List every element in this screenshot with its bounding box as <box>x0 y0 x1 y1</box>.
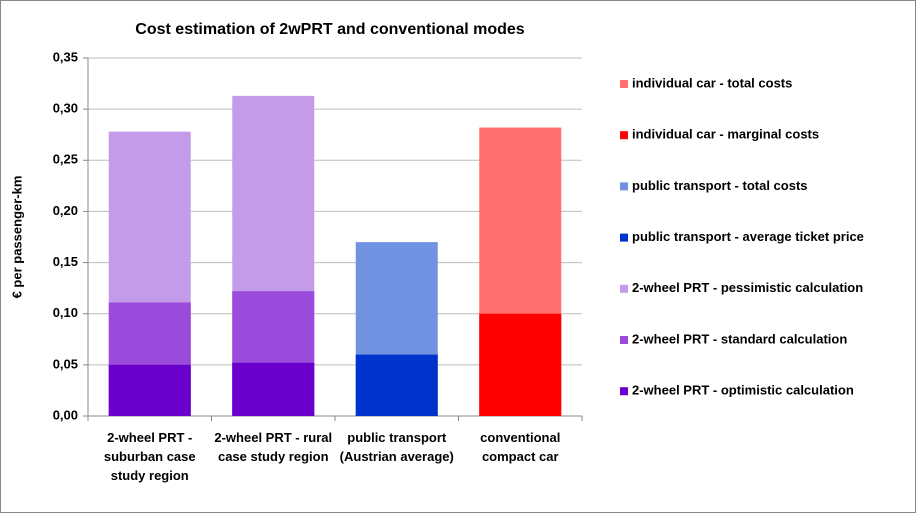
x-tick-label: public transport (Austrian average) <box>339 430 454 464</box>
legend-label: public transport - total costs <box>632 178 808 193</box>
y-tick-label: 0,10 <box>53 305 78 320</box>
chart-title: Cost estimation of 2wPRT and conventiona… <box>135 21 524 38</box>
legend-swatch <box>620 284 628 293</box>
legend-swatch <box>620 336 628 344</box>
legend-label: 2-wheel PRT - optimistic calculation <box>632 383 854 398</box>
legend-label: 2-wheel PRT - pessimistic calculation <box>632 280 863 295</box>
legend-label: 2-wheel PRT - standard calculation <box>632 331 847 346</box>
bar <box>108 364 191 416</box>
y-tick-label: 0,00 <box>53 407 78 422</box>
legend-label: public transport - average ticket price <box>632 229 864 244</box>
bar <box>232 362 315 416</box>
x-tick-label: conventional compact car <box>480 430 561 464</box>
bar <box>479 313 562 416</box>
legend-label: individual car - total costs <box>632 75 792 90</box>
bar <box>355 354 438 416</box>
y-tick-label: 0,30 <box>53 101 78 116</box>
legend-swatch <box>620 233 628 242</box>
x-tick-label: 2-wheel PRT - suburban case study region <box>103 430 196 483</box>
legend-swatch <box>620 182 628 191</box>
legend-swatch <box>620 131 628 140</box>
x-tick-label: 2-wheel PRT - rural case study region <box>214 430 333 464</box>
y-tick-label: 0,25 <box>53 152 78 167</box>
y-tick-label: 0,35 <box>53 49 78 64</box>
legend-swatch <box>620 387 628 396</box>
legend-label: individual car - marginal costs <box>632 127 819 142</box>
y-tick-label: 0,05 <box>53 356 78 371</box>
y-tick-label: 0,20 <box>53 203 78 218</box>
y-axis-label: € per passenger-km <box>9 176 24 299</box>
legend-swatch <box>620 80 628 88</box>
y-tick-label: 0,15 <box>53 254 78 269</box>
